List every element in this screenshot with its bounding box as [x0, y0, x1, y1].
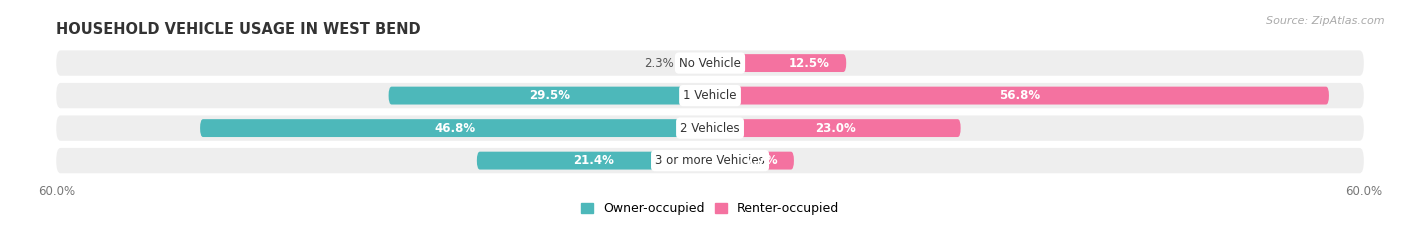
FancyBboxPatch shape [710, 54, 846, 72]
Text: 3 or more Vehicles: 3 or more Vehicles [655, 154, 765, 167]
Text: HOUSEHOLD VEHICLE USAGE IN WEST BEND: HOUSEHOLD VEHICLE USAGE IN WEST BEND [56, 22, 420, 37]
Text: Source: ZipAtlas.com: Source: ZipAtlas.com [1267, 16, 1385, 26]
FancyBboxPatch shape [56, 148, 1364, 173]
Text: 21.4%: 21.4% [574, 154, 614, 167]
Text: 7.7%: 7.7% [745, 154, 778, 167]
Text: 29.5%: 29.5% [529, 89, 569, 102]
FancyBboxPatch shape [56, 50, 1364, 76]
Text: 23.0%: 23.0% [815, 122, 856, 135]
Legend: Owner-occupied, Renter-occupied: Owner-occupied, Renter-occupied [575, 197, 845, 220]
FancyBboxPatch shape [56, 115, 1364, 141]
Text: 12.5%: 12.5% [789, 57, 830, 70]
FancyBboxPatch shape [685, 54, 710, 72]
FancyBboxPatch shape [710, 152, 794, 170]
FancyBboxPatch shape [710, 87, 1329, 105]
Text: 1 Vehicle: 1 Vehicle [683, 89, 737, 102]
Text: 46.8%: 46.8% [434, 122, 475, 135]
FancyBboxPatch shape [710, 119, 960, 137]
Text: No Vehicle: No Vehicle [679, 57, 741, 70]
Text: 2 Vehicles: 2 Vehicles [681, 122, 740, 135]
FancyBboxPatch shape [200, 119, 710, 137]
Text: 2.3%: 2.3% [644, 57, 673, 70]
FancyBboxPatch shape [477, 152, 710, 170]
FancyBboxPatch shape [56, 83, 1364, 108]
FancyBboxPatch shape [388, 87, 710, 105]
Text: 56.8%: 56.8% [998, 89, 1040, 102]
